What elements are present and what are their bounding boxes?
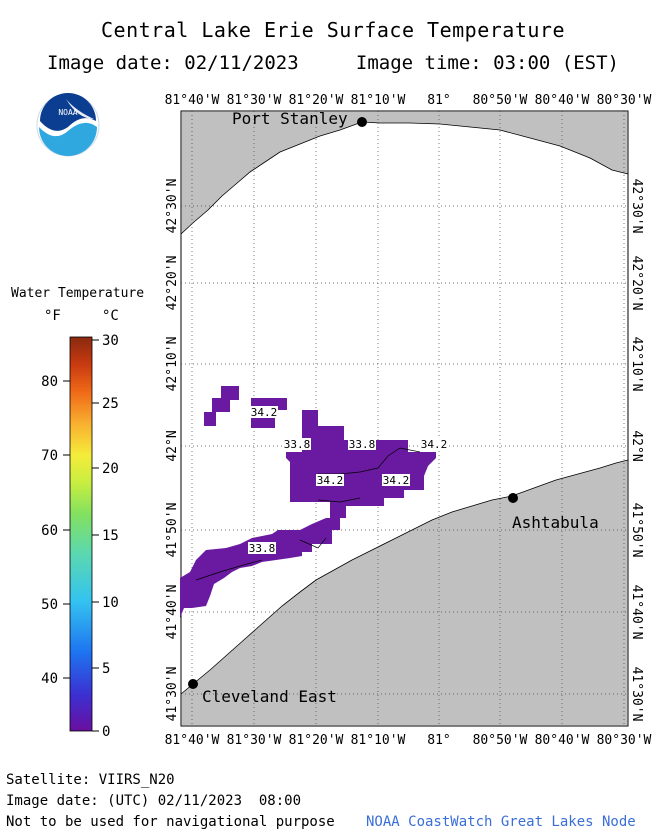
lat-label-left: 41°30'N [165,667,180,722]
lon-label-bottom: 81°10'W [351,733,406,748]
temp-label: 33.8 [349,438,376,451]
lat-label-right: 42°30'N [629,179,644,234]
legend-tick-c: 20 [102,461,119,477]
lon-label-top: 81°30'W [227,93,282,108]
temp-patch [221,386,239,400]
lon-label-bottom: 80°50'W [473,733,528,748]
date-time-line: Image date: 02/11/2023 Image time: 03:00… [0,52,666,74]
temp-label: 33.8 [284,438,311,451]
cities: Port Stanley Ashtabula Cleveland East [188,109,599,706]
temp-label-box [283,438,311,450]
page-title: Central Lake Erie Surface Temperature [100,18,566,42]
land-south [180,459,629,727]
temperature-patches [180,386,436,618]
lon-label-bottom: 80°30'W [597,733,652,748]
image-time: Image time: 03:00 (EST) [355,52,619,74]
city-label: Ashtabula [512,513,599,532]
legend-tick-c: 30 [102,333,119,349]
city-label: Cleveland East [202,687,337,706]
legend-unit-f: °F [44,308,61,324]
lon-label-top: 81° [427,93,450,108]
temp-label: 34.2 [317,474,344,487]
lon-label-top: 81°20'W [289,93,344,108]
axis-labels: 81°40'W 81°40'W 81°30'W 81°30'W 81°20'W 81°20… [165,93,652,748]
legend-tick-c: 25 [102,396,119,412]
lon-label-top: 81°10'W [351,93,406,108]
temp-label: 34.2 [251,406,278,419]
lon-label-bottom: 80°40'W [535,733,590,748]
lon-label-bottom: 81° [427,733,450,748]
temp-patch [251,418,275,428]
legend-tick-f: 50 [41,597,58,613]
lon-label-top: 80°50'W [473,93,528,108]
temp-label: 34.2 [383,474,410,487]
satellite-info: Satellite: VIIRS_N20 [6,772,175,788]
legend-tick-f: 60 [41,523,58,539]
legend-tick-c: 10 [102,595,119,611]
lat-label-right: 42°10'N [629,337,644,392]
lat-label-left: 42°30'N [165,179,180,234]
legend-tick-f: 80 [41,374,58,390]
temp-label-box [348,438,376,450]
temp-label-box [420,438,448,450]
lat-label-right: 42°20'N [629,256,644,311]
legend-tick-c: 15 [102,528,119,544]
city-marker [508,493,518,503]
temperature-labels: 34.2 33.8 33.8 34.2 34.2 34.2 33.8 [248,406,448,555]
legend-colorbar [69,336,93,732]
temp-label: 33.8 [249,542,276,555]
lon-label-bottom: 81°40'W [165,733,220,748]
legend-tick-f: 40 [41,671,58,687]
lat-label-left: 42°20'N [165,256,180,311]
lon-label-top: 80°30'W [597,93,652,108]
temp-label-box [250,406,278,418]
lon-label-bottom: 81°20'W [289,733,344,748]
temp-label-box [382,474,410,486]
lat-label-left: 41°50'N [165,503,180,558]
city-marker [188,679,198,689]
legend-tick-c: 5 [102,661,110,677]
legend-tick-c: 0 [102,724,110,740]
lat-label-right: 42°N [629,430,644,461]
utc-date: Image date: (UTC) 02/11/2023 08:00 [6,793,302,809]
lat-label-right: 41°50'N [629,503,644,558]
temp-patch [286,410,436,518]
credit-link[interactable]: NOAA CoastWatch Great Lakes Node [366,814,636,830]
legend-unit-c: °C [102,308,119,324]
temp-label-box [248,542,276,554]
temp-label: 34.2 [421,438,448,451]
temp-label-box [316,474,344,486]
lat-label-left: 41°40'N [165,585,180,640]
temp-patch [204,412,216,426]
legend-tick-f: 70 [41,448,58,464]
lat-label-right: 41°30'N [629,667,644,722]
temp-patch [212,398,230,412]
logo-text: NOAA [58,108,77,117]
lat-label-left: 42°10'N [165,337,180,392]
lon-label-top: 80°40'W [535,93,590,108]
noaa-logo-icon: NOAA [36,93,100,157]
city-label: Port Stanley [232,109,348,128]
legend-title: Water Temperature [11,286,145,301]
lon-label-bottom: 81°30'W [227,733,282,748]
lat-label-left: 42°N [165,430,180,461]
city-marker [357,117,367,127]
temp-patch [180,518,340,618]
lat-label-right: 41°40'N [629,585,644,640]
image-date: Image date: 02/11/2023 [47,52,299,74]
lon-label-top: 81°40'W [165,93,220,108]
disclaimer: Not to be used for navigational purpose [6,814,335,830]
graticule [181,111,628,726]
